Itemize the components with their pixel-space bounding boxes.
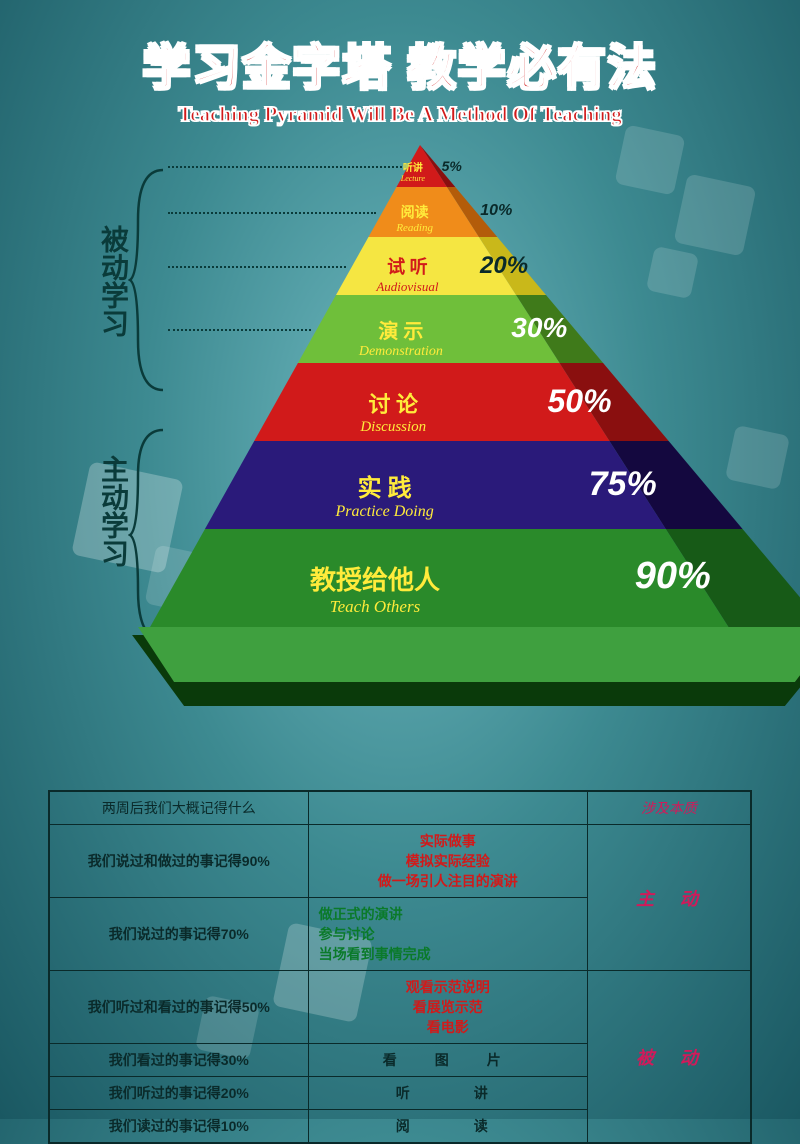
tier-pct: 90% xyxy=(635,555,711,598)
tier-label: 演 示Demonstration xyxy=(321,315,481,360)
title-cn: 学习金字塔 教学必有法 xyxy=(10,28,790,98)
tier-cn: 阅读 xyxy=(335,202,495,222)
table-mid: 阅 读 xyxy=(308,1110,587,1144)
tier-en: Discussion xyxy=(313,419,473,436)
tier-en: Demonstration xyxy=(321,344,481,360)
tier-en: Lecture xyxy=(333,174,493,183)
tier-pct: 50% xyxy=(547,383,611,420)
tier-cn: 实 践 xyxy=(305,468,465,503)
tier-cn: 听讲 xyxy=(333,159,493,174)
tier-label: 教授给他人Teach Others xyxy=(295,560,455,617)
th-col1: 两周后我们大概记得什么 xyxy=(49,791,308,825)
tier-en: Teach Others xyxy=(295,597,455,617)
tier-cn: 教授给他人 xyxy=(295,560,455,597)
header: 学习金字塔 教学必有法 Teaching Pyramid Will Be A M… xyxy=(0,0,800,135)
tier-label: 试 听Audiovisual xyxy=(327,253,487,295)
table-mid: 做正式的演讲参与讨论当场看到事情完成 xyxy=(308,898,587,971)
tier-cn: 演 示 xyxy=(321,315,481,344)
table-left: 我们听过的事记得20% xyxy=(49,1077,308,1110)
tier-label: 阅读Reading xyxy=(335,202,495,234)
table-mid: 看 图 片 xyxy=(308,1044,587,1077)
table-left: 我们说过的事记得70% xyxy=(49,898,308,971)
tier-cn: 讨 论 xyxy=(313,387,473,419)
table-left: 我们说过和做过的事记得90% xyxy=(49,825,308,898)
pyramid: 被动学习 主动学习 听讲Lecture5%阅读Reading10%试 听Audi… xyxy=(0,135,800,775)
table-left: 我们听过和看过的事记得50% xyxy=(49,971,308,1044)
tier-label: 实 践Practice Doing xyxy=(305,468,465,521)
tier-en: Audiovisual xyxy=(327,279,487,295)
tier-en: Practice Doing xyxy=(305,503,465,521)
table-left: 我们读过的事记得10% xyxy=(49,1110,308,1144)
table-mid: 实际做事模拟实际经验做一场引人注目的演讲 xyxy=(308,825,587,898)
tier-en: Reading xyxy=(335,222,495,234)
tier-pct: 5% xyxy=(442,158,462,174)
table-mid: 听 讲 xyxy=(308,1077,587,1110)
table-left: 我们看过的事记得30% xyxy=(49,1044,308,1077)
tier-pct: 20% xyxy=(480,252,528,280)
table-mid: 观看示范说明看展览示范看电影 xyxy=(308,971,587,1044)
tier-label: 听讲Lecture xyxy=(333,159,493,183)
tier-pct: 30% xyxy=(511,312,567,344)
title-en: Teaching Pyramid Will Be A Method Of Tea… xyxy=(10,102,790,127)
tier-pct: 75% xyxy=(589,465,657,504)
tier-cn: 试 听 xyxy=(327,253,487,279)
table-right: 主 动 xyxy=(587,825,751,971)
retention-table: 两周后我们大概记得什么 涉及本质我们说过和做过的事记得90%实际做事模拟实际经验做… xyxy=(48,790,752,1144)
table-right: 被 动 xyxy=(587,971,751,1144)
tier-label: 讨 论Discussion xyxy=(313,387,473,436)
tier-pct: 10% xyxy=(480,202,512,220)
th-col3: 涉及本质 xyxy=(587,791,751,825)
